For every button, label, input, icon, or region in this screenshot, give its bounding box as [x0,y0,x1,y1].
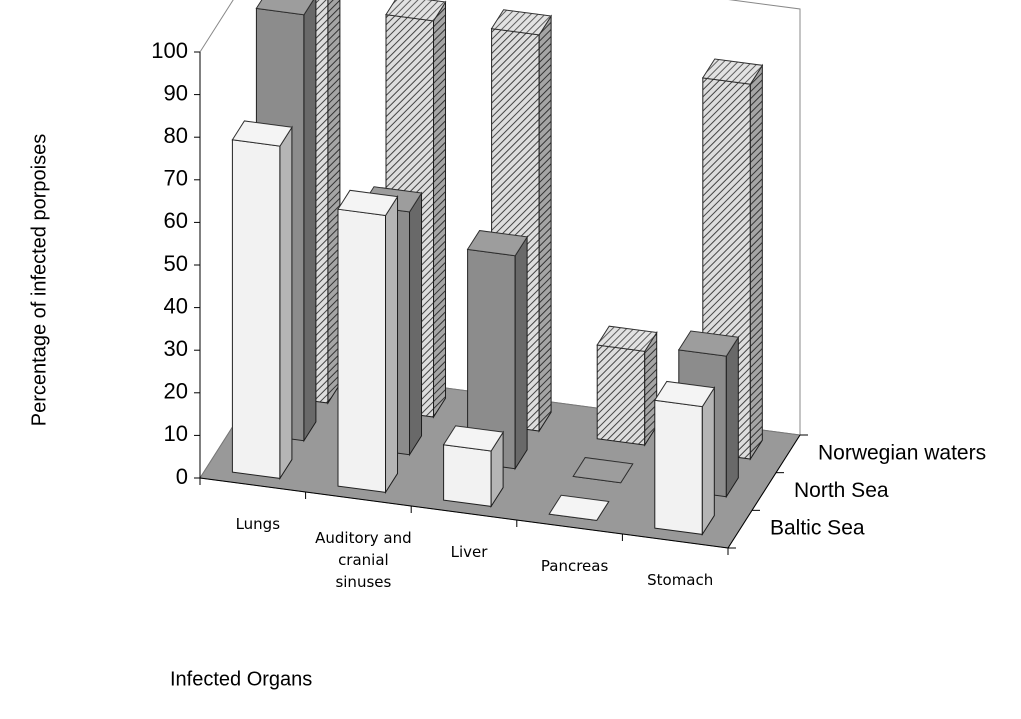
series-label: North Sea [794,479,889,502]
bar-side-shade [327,0,340,404]
bar-top-shade [597,326,657,352]
y-tick-label: 0 [176,464,188,489]
bar [596,325,658,447]
bar-top [466,230,528,257]
bar-top-shade [256,0,314,15]
bar-top-shade [232,120,292,147]
bar-side-shade [644,332,657,446]
bar-top-shade [338,190,398,216]
bar-top [653,380,716,408]
bar-front [596,344,646,446]
bar-side-shade [303,0,316,441]
bar-top [701,58,764,85]
y-tick-label: 40 [164,293,188,318]
bar-top [255,0,314,16]
bar-top-shade [386,0,446,21]
bar-top [677,330,740,357]
bar-front [654,399,703,535]
bar-side-shade [385,196,398,493]
bar-top [385,0,447,22]
bar-side-shade [409,193,422,455]
bar [572,457,634,484]
bar-top [490,9,552,36]
y-tick-label: 10 [164,421,188,446]
bar [466,230,528,471]
bar-side [303,0,317,443]
bar-top [442,425,504,452]
bar [337,189,399,495]
x-tick-label: Stomach [647,571,714,589]
bar-side-shade [491,432,504,507]
bar-side-shade [726,337,739,497]
bar-top-shade [573,457,633,483]
bar-front [337,208,387,493]
x-tick-label: Auditory and cranial sinuses [315,529,412,591]
bar-side-shade [515,236,528,469]
bar-front [231,139,281,479]
series-label: Baltic Sea [770,517,865,540]
y-tick-label: 30 [164,336,188,361]
depth-axis [727,434,801,549]
bar-side-shade [539,16,552,432]
bar [653,380,716,537]
bar-side-shade [702,387,715,535]
bar [442,425,504,509]
bar-top-shade [654,381,715,407]
y-tick-label: 90 [164,80,188,105]
y-tick-label: 70 [164,166,188,191]
bar-top-shade [678,331,739,357]
bar-front [443,444,492,507]
bar-top-shade [491,9,552,35]
bar-top-shade [467,230,528,256]
bar-top [337,189,399,217]
y-tick-label: 80 [164,123,188,148]
x-axis [199,477,729,549]
bar-side-shade [433,2,446,418]
y-tick-label: 100 [151,38,188,63]
y-axis-title: Percentage of infected porpoises [28,134,50,426]
bar-side [327,0,341,405]
bar [231,120,293,481]
bar-top [572,457,634,484]
bar [548,494,610,521]
x-axis-title: Infected Organs [170,668,312,690]
x-tick-label: Liver [450,543,488,561]
y-tick-label: 20 [164,379,188,404]
bar-top [596,325,658,352]
bar-top [231,120,293,147]
x-tick-label: Pancreas [540,557,609,575]
bar-top-shade [443,425,504,452]
series-label: Norwegian waters [818,441,986,464]
bar-side-shade [750,65,763,460]
y-tick-label: 60 [164,208,188,233]
bar-side-shade [279,127,292,479]
bar-top [548,494,610,521]
x-tick-label: Lungs [235,515,281,533]
bar-top-shade [702,59,763,85]
y-tick-label: 50 [164,251,188,276]
bar-top-shade [549,495,609,521]
